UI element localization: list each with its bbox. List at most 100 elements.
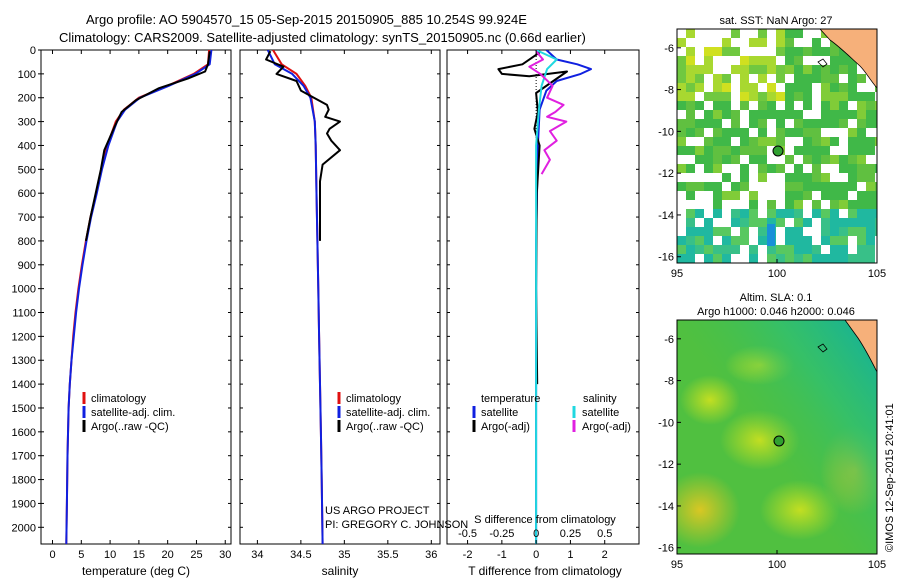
- sst-cell: [821, 218, 830, 227]
- sst-cell: [686, 56, 695, 65]
- sst-cell: [848, 65, 857, 74]
- sst-cell: [749, 218, 758, 227]
- sst-cell: [848, 209, 857, 218]
- sst-cell: [731, 236, 740, 245]
- sst-cell: [767, 218, 776, 227]
- map-lat-label: -16: [658, 543, 674, 555]
- sst-cell: [875, 101, 877, 110]
- sst-cell: [839, 245, 848, 254]
- t-difference-axis-label: T difference from climatology: [468, 564, 622, 578]
- sst-cell: [722, 38, 731, 47]
- sst-cell: [839, 101, 848, 110]
- sst-cell: [803, 182, 812, 191]
- project-credit: US ARGO PROJECT: [325, 505, 430, 517]
- sst-cell: [866, 137, 875, 146]
- sst-cell: [794, 92, 803, 101]
- sst-map-axes: 95 100 105 -6 -8 -10 -12 -14 -16: [658, 43, 886, 280]
- sst-cell: [857, 137, 866, 146]
- sst-cell: [803, 146, 812, 155]
- sst-cell: [722, 128, 731, 137]
- sla-field: [677, 320, 877, 554]
- sst-cell: [677, 245, 686, 254]
- sst-cell: [785, 173, 794, 182]
- sst-cell: [875, 191, 877, 200]
- sst-cell: [812, 254, 821, 263]
- sst-map: 95 100 105 -6 -8 -10 -12 -14 -16: [658, 28, 886, 280]
- sst-cell: [704, 218, 713, 227]
- sst-cell: [776, 209, 785, 218]
- sst-cell: [704, 155, 713, 164]
- sst-cell: [857, 191, 866, 200]
- map-lon-label: 95: [671, 268, 683, 280]
- sst-cell: [794, 128, 803, 137]
- sst-cell: [767, 200, 776, 209]
- temperature-panel-frame: [40, 49, 232, 545]
- sst-cell: [812, 155, 821, 164]
- sst-cell: [767, 65, 776, 74]
- sst-cell: [704, 56, 713, 65]
- sst-cell: [848, 137, 857, 146]
- sst-cell: [785, 236, 794, 245]
- sst-cell: [776, 119, 785, 128]
- map-lat-label: -8: [664, 376, 674, 388]
- sst-cell: [794, 164, 803, 173]
- sst-cell: [794, 56, 803, 65]
- sst-cell: [866, 209, 875, 218]
- difference-legend: temperature salinity satellite Argo(-adj…: [472, 393, 631, 433]
- sst-cell: [803, 137, 812, 146]
- sst-cell: [794, 236, 803, 245]
- sst-cell: [821, 146, 830, 155]
- figure-title-line1: Argo profile: AO 5904570_15 05-Sep-2015 …: [86, 12, 527, 27]
- sst-cell: [785, 254, 794, 263]
- depth-tick-label: 1100: [12, 308, 36, 320]
- sst-cell: [704, 119, 713, 128]
- sst-cell: [785, 101, 794, 110]
- sst-cell: [722, 101, 731, 110]
- sst-cell: [749, 92, 758, 101]
- sst-cell: [767, 83, 776, 92]
- sst-cell: [695, 128, 704, 137]
- sst-cell: [839, 227, 848, 236]
- sst-cell: [695, 155, 704, 164]
- sst-cell: [686, 92, 695, 101]
- sst-cell: [857, 173, 866, 182]
- sst-cell: [794, 119, 803, 128]
- sst-cell: [848, 110, 857, 119]
- imos-stamp: ©IMOS 12-Sep-2015 20:41:01: [884, 403, 896, 552]
- sst-cell: [686, 101, 695, 110]
- sst-cell: [839, 83, 848, 92]
- sst-cell: [857, 164, 866, 173]
- sst-cell: [758, 101, 767, 110]
- map-lat-label: -16: [658, 252, 674, 264]
- sst-cell: [695, 83, 704, 92]
- sst-cell: [785, 209, 794, 218]
- depth-tick-label: 700: [18, 212, 36, 224]
- sst-cell: [857, 119, 866, 128]
- sst-cell: [686, 74, 695, 83]
- sst-cell: [830, 74, 839, 83]
- sst-cell: [767, 254, 776, 263]
- sst-cell: [749, 56, 758, 65]
- sst-cell: [803, 173, 812, 182]
- sst-cell: [866, 101, 875, 110]
- sst-cell: [812, 74, 821, 83]
- sst-cell: [731, 119, 740, 128]
- sst-cell: [677, 119, 686, 128]
- sst-cell: [731, 218, 740, 227]
- sst-cell: [875, 119, 877, 128]
- map-lat-label: -6: [664, 334, 674, 346]
- sst-cell: [713, 254, 722, 263]
- sst-cell: [785, 227, 794, 236]
- map-lat-label: -10: [658, 126, 674, 138]
- sst-cell: [758, 146, 767, 155]
- sst-cell: [866, 236, 875, 245]
- sst-cell: [776, 74, 785, 83]
- sst-cell: [740, 236, 749, 245]
- sst-cell: [875, 110, 877, 119]
- sst-cell: [857, 209, 866, 218]
- sst-cell: [821, 110, 830, 119]
- depth-tick-label: 100: [18, 69, 36, 81]
- sst-cell: [677, 128, 686, 137]
- salinity-legend: climatology satellite-adj. clim. Argo(..…: [337, 392, 430, 433]
